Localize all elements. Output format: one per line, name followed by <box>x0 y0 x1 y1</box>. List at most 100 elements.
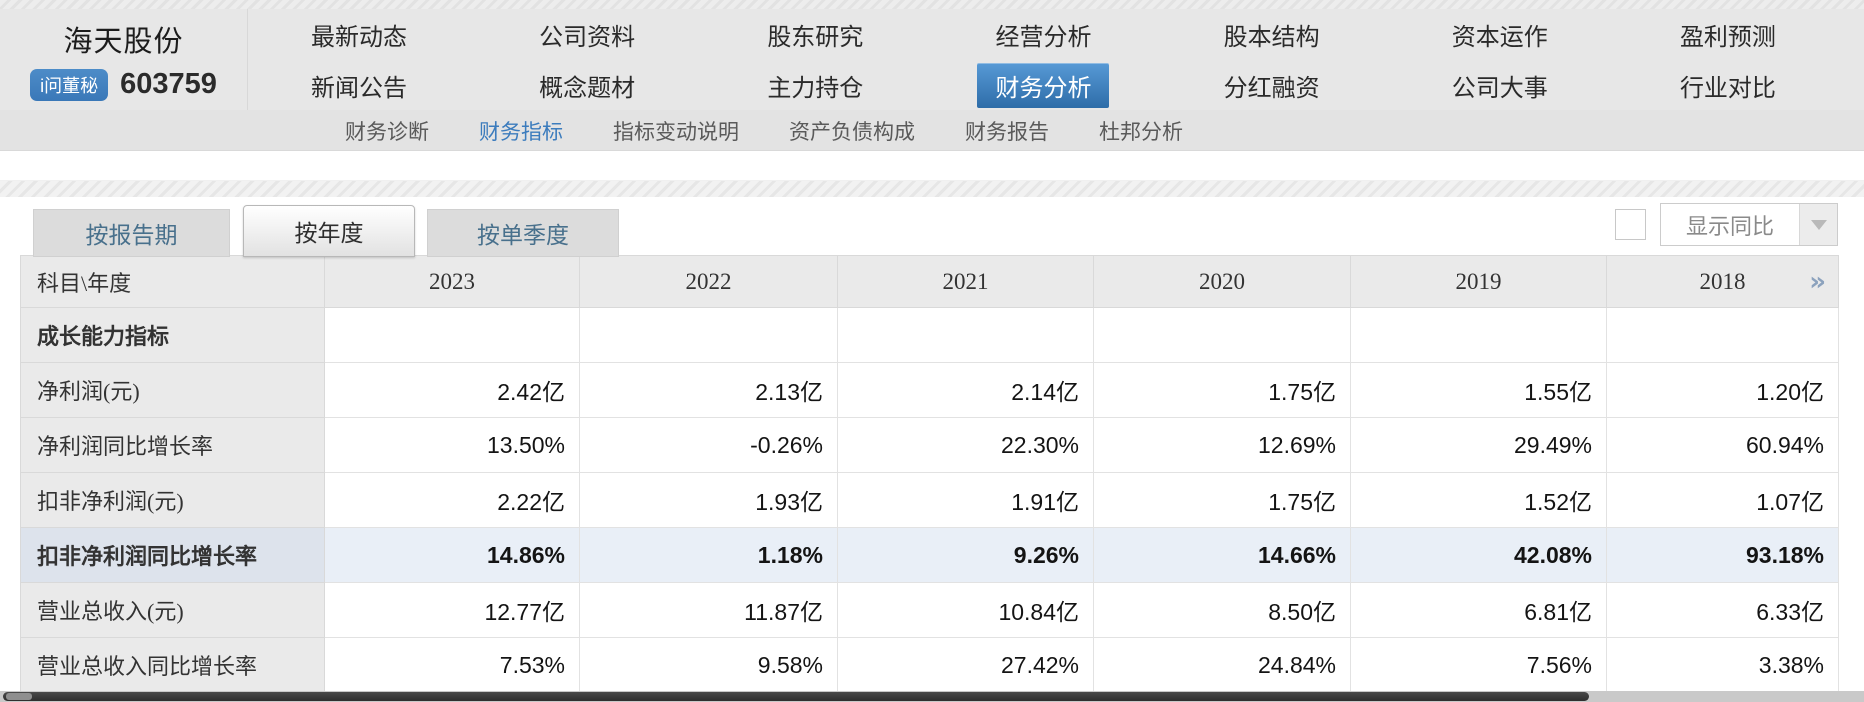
table-row: 成长能力指标 <box>20 307 1839 363</box>
row-value: 3.38% <box>1606 637 1839 693</box>
row-value <box>1606 307 1839 363</box>
row-value: 1.75亿 <box>1093 472 1351 528</box>
company-name: 海天股份 <box>63 26 184 58</box>
stock-code: 603759 <box>120 68 217 100</box>
header-year-cell: 2020 <box>1093 255 1351 308</box>
company-block: 海天股份 i问董秘 603759 <box>0 9 248 110</box>
nav-item-分红融资[interactable]: 分红融资 <box>1223 75 1320 102</box>
row-label: 净利润同比增长率 <box>20 417 325 473</box>
table-header-row: 科目\年度 2023 2022 2021 2020 2019 2018» <box>20 255 1839 308</box>
nav-item-公司资料[interactable]: 公司资料 <box>539 24 636 51</box>
nav-column: 股东研究 主力持仓 <box>749 9 881 110</box>
display-mode-dropdown[interactable]: 显示同比 <box>1660 203 1838 246</box>
row-label: 扣非净利润(元) <box>20 472 325 528</box>
row-value: 24.84% <box>1093 637 1351 693</box>
financial-indicators-table: 科目\年度 2023 2022 2021 2020 2019 2018» 成长能力指标 净利润… <box>20 255 1839 693</box>
header-year-cell: 2022 <box>579 255 838 308</box>
row-value: 1.91亿 <box>837 472 1094 528</box>
row-value: 10.84亿 <box>837 582 1094 638</box>
row-value: 11.87亿 <box>579 582 838 638</box>
horizontal-scrollbar[interactable] <box>0 691 1864 702</box>
row-value: 8.50亿 <box>1093 582 1351 638</box>
double-chevron-right-icon[interactable]: » <box>1809 266 1826 297</box>
row-value: -0.26% <box>579 417 838 473</box>
table-row: 扣非净利润同比增长率 14.86% 1.18% 9.26% 14.66% 42.08% 93… <box>20 527 1839 583</box>
nav-item-股本结构[interactable]: 股本结构 <box>1223 24 1320 51</box>
show-yoy-checkbox[interactable] <box>1615 209 1646 240</box>
row-value <box>837 307 1094 363</box>
period-tabs: 按报告期 按年度 按单季度 <box>33 205 619 257</box>
nav-column: 经营分析 财务分析 <box>977 9 1110 110</box>
sub-nav: 财务诊断 财务指标 指标变动说明 资产负债构成 财务报告 杜邦分析 <box>0 110 1864 151</box>
row-value: 6.81亿 <box>1350 582 1607 638</box>
row-value: 2.22亿 <box>324 472 580 528</box>
nav-item-主力持仓[interactable]: 主力持仓 <box>767 75 864 102</box>
tab-按单季度[interactable]: 按单季度 <box>427 209 619 257</box>
table-body: 成长能力指标 净利润(元) 2.42亿 2.13亿 2.14亿 1.75亿 1.55亿 1.2… <box>20 307 1839 693</box>
subnav-item-财务报告[interactable]: 财务报告 <box>965 119 1049 144</box>
row-label: 营业总收入(元) <box>20 582 325 638</box>
nav-item-盈利预测[interactable]: 盈利预测 <box>1679 24 1776 51</box>
nav-column: 公司资料 概念题材 <box>521 9 653 110</box>
nav-item-公司大事[interactable]: 公司大事 <box>1451 75 1548 102</box>
row-value: 29.49% <box>1350 417 1607 473</box>
row-value: 1.07亿 <box>1606 472 1839 528</box>
header-year-cell: 2023 <box>324 255 580 308</box>
dropdown-label: 显示同比 <box>1685 213 1774 239</box>
spacer <box>0 151 1864 181</box>
subnav-item-资产负债构成[interactable]: 资产负债构成 <box>789 119 915 144</box>
content: 按报告期 按年度 按单季度 显示同比 科目\年度 2023 2022 2021 2020 20… <box>20 197 1839 693</box>
row-value: 6.33亿 <box>1606 582 1839 638</box>
nav-item-经营分析[interactable]: 经营分析 <box>995 24 1092 51</box>
scrollbar-nub <box>6 693 32 700</box>
row-value: 1.75亿 <box>1093 362 1351 418</box>
table-row: 净利润同比增长率 13.50% -0.26% 22.30% 12.69% 29.49% 60… <box>20 417 1839 473</box>
subnav-item-财务指标[interactable]: 财务指标 <box>479 119 563 144</box>
row-value: 22.30% <box>837 417 1094 473</box>
row-value: 1.20亿 <box>1606 362 1839 418</box>
scrollbar-thumb[interactable] <box>3 692 1589 701</box>
row-value: 60.94% <box>1606 417 1839 473</box>
row-value <box>579 307 838 363</box>
table-row: 营业总收入同比增长率 7.53% 9.58% 27.42% 24.84% 7.56% 3.3… <box>20 637 1839 693</box>
nav-item-概念题材[interactable]: 概念题材 <box>539 75 636 102</box>
table-row: 营业总收入(元) 12.77亿 11.87亿 10.84亿 8.50亿 6.81亿 6.33… <box>20 582 1839 638</box>
toolbar-controls: 显示同比 <box>1615 203 1838 246</box>
ask-secretary-badge[interactable]: i问董秘 <box>30 68 109 101</box>
row-value: 2.14亿 <box>837 362 1094 418</box>
row-value: 1.52亿 <box>1350 472 1607 528</box>
tab-按年度[interactable]: 按年度 <box>243 205 415 257</box>
chevron-down-icon[interactable] <box>1799 204 1837 245</box>
nav-column: 最新动态 新闻公告 <box>293 9 425 110</box>
header-subject-cell: 科目\年度 <box>20 255 325 308</box>
row-value: 14.86% <box>324 527 580 583</box>
row-value: 27.42% <box>837 637 1094 693</box>
header-year-cell: 2018» <box>1606 255 1839 308</box>
nav-item-新闻公告[interactable]: 新闻公告 <box>311 75 407 102</box>
row-value: 12.77亿 <box>324 582 580 638</box>
subnav-item-财务诊断[interactable]: 财务诊断 <box>345 119 429 144</box>
row-value: 93.18% <box>1606 527 1839 583</box>
row-label: 营业总收入同比增长率 <box>20 637 325 693</box>
top-hatch-strip <box>0 0 1864 9</box>
row-value: 2.13亿 <box>579 362 838 418</box>
row-value: 1.55亿 <box>1350 362 1607 418</box>
row-value: 9.26% <box>837 527 1094 583</box>
row-value <box>1350 307 1607 363</box>
tab-按报告期[interactable]: 按报告期 <box>33 209 230 257</box>
subnav-item-杜邦分析[interactable]: 杜邦分析 <box>1099 119 1183 144</box>
row-value: 2.42亿 <box>324 362 580 418</box>
row-value: 12.69% <box>1093 417 1351 473</box>
nav-item-财务分析[interactable]: 财务分析 <box>977 62 1110 108</box>
nav-item-最新动态[interactable]: 最新动态 <box>311 24 407 51</box>
row-value: 1.18% <box>579 527 838 583</box>
nav-item-资本运作[interactable]: 资本运作 <box>1451 24 1548 51</box>
nav-item-股东研究[interactable]: 股东研究 <box>767 24 864 51</box>
nav-item-行业对比[interactable]: 行业对比 <box>1679 75 1776 102</box>
row-value: 42.08% <box>1350 527 1607 583</box>
subnav-item-指标变动说明[interactable]: 指标变动说明 <box>613 119 739 144</box>
nav-column: 盈利预测 行业对比 <box>1662 9 1794 110</box>
header-year-cell: 2021 <box>837 255 1094 308</box>
row-label: 扣非净利润同比增长率 <box>20 527 325 583</box>
header: 海天股份 i问董秘 603759 最新动态 新闻公告 公司资料 概念题材 股东研究 主力持… <box>0 9 1864 110</box>
